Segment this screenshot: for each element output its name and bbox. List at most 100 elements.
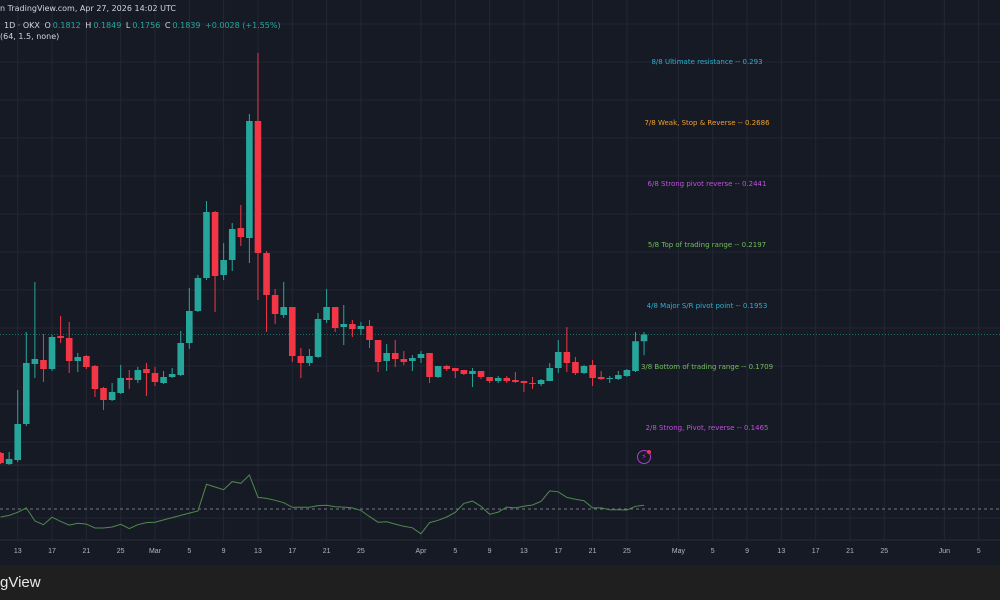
candle-body xyxy=(434,366,442,377)
candle-body xyxy=(443,366,451,369)
candle-body xyxy=(117,378,124,393)
indicator-line xyxy=(0,474,645,535)
candle-body xyxy=(632,341,639,371)
candle-body xyxy=(160,377,167,383)
tradingview-logo: gView xyxy=(0,574,41,591)
time-axis-tick: 21 xyxy=(846,548,854,555)
candle-body xyxy=(537,380,545,384)
time-axis-tick: Mar xyxy=(148,548,162,555)
candle-body xyxy=(640,334,648,342)
candle-body xyxy=(580,366,588,373)
candle-body xyxy=(469,371,476,374)
time-axis-tick: 13 xyxy=(13,548,22,555)
time-axis-tick: 5 xyxy=(976,548,981,555)
candle-body xyxy=(486,377,493,381)
candle-body xyxy=(623,370,631,376)
time-axis-tick: 25 xyxy=(622,548,631,555)
candle-body xyxy=(520,381,528,383)
candle-body xyxy=(280,307,287,315)
candle-body xyxy=(349,324,356,329)
murrey-level-label: 3/8 Bottom of trading range -- 0.1709 xyxy=(640,363,774,371)
candle-body xyxy=(186,311,193,343)
candle-body xyxy=(460,370,468,374)
candle-body xyxy=(409,358,416,361)
symbol-interval[interactable]: 1D · OKX xyxy=(4,21,40,30)
candle-body xyxy=(494,378,502,381)
time-axis-tick: 9 xyxy=(487,548,492,555)
candle-body xyxy=(177,343,185,375)
time-axis-tick: 13 xyxy=(254,548,262,555)
murrey-level-label: 6/8 Strong pivot reverse -- 0.2441 xyxy=(647,180,767,188)
time-axis[interactable] xyxy=(0,540,1000,565)
indicator-params[interactable]: (64, 1.5, none) xyxy=(0,32,60,41)
candle-body xyxy=(0,453,4,463)
candle-body xyxy=(168,374,176,377)
candle-body xyxy=(271,295,279,314)
candle-body xyxy=(572,362,579,373)
candle-body xyxy=(477,371,485,377)
notification-dot xyxy=(647,450,651,454)
candle-body xyxy=(23,363,30,424)
time-axis-tick: 13 xyxy=(520,548,528,555)
chart-canvas[interactable] xyxy=(0,0,1000,565)
candle-body xyxy=(589,365,596,378)
time-axis-tick: 21 xyxy=(588,548,597,555)
candle-body xyxy=(48,337,56,369)
candle-body xyxy=(331,307,339,328)
time-axis-tick: 5 xyxy=(453,548,458,555)
bottom-bar: gView xyxy=(0,565,1000,600)
high-value: 0.1849 xyxy=(93,21,122,30)
source-line: n TradingView.com, Apr 27, 2026 14:02 UT… xyxy=(0,4,176,13)
murrey-level-label: 2/8 Strong, Pivot, reverse -- 0.1465 xyxy=(645,424,769,432)
time-axis-tick: 17 xyxy=(288,548,297,555)
candle-body xyxy=(546,368,553,381)
time-axis-tick: 13 xyxy=(777,548,786,555)
time-axis-tick: 17 xyxy=(811,548,820,555)
candle-body xyxy=(151,373,159,382)
candle-body xyxy=(357,326,365,329)
open-value: 0.1812 xyxy=(52,21,81,30)
candle-body xyxy=(134,370,142,380)
time-axis-tick: 21 xyxy=(82,548,91,555)
candle-body xyxy=(366,326,373,340)
time-axis-tick: 17 xyxy=(48,548,56,555)
candle-body xyxy=(125,378,133,380)
time-axis-tick: 25 xyxy=(357,548,365,555)
time-axis-tick: 25 xyxy=(880,548,889,555)
low-value: 0.1756 xyxy=(132,21,161,30)
candle-body xyxy=(254,121,262,253)
candle-body xyxy=(615,375,622,379)
candle-body xyxy=(391,353,399,359)
candle-body xyxy=(306,356,313,363)
grid xyxy=(0,0,1000,540)
lightning-bolt-icon[interactable]: ⚡ xyxy=(637,450,651,464)
candle-body xyxy=(383,353,390,361)
time-axis-tick: 17 xyxy=(554,548,563,555)
candle-body xyxy=(323,307,330,320)
candle-body xyxy=(374,340,382,362)
candle-body xyxy=(503,378,511,381)
candle-body xyxy=(400,359,408,362)
time-axis-tick: 21 xyxy=(322,548,331,555)
candle-body xyxy=(211,212,219,276)
candle-body xyxy=(563,352,571,363)
candle-body xyxy=(91,366,99,389)
candle-body xyxy=(14,424,22,460)
candles xyxy=(0,53,648,465)
change-value: +0.0028 (+1.55%) xyxy=(205,21,281,30)
candle-body xyxy=(237,228,245,237)
candle-body xyxy=(597,377,605,379)
candle-body xyxy=(529,383,536,384)
murrey-level-label: 8/8 Ultimate resistance -- 0.293 xyxy=(651,57,763,66)
candle-body xyxy=(31,359,39,364)
candle-body xyxy=(143,369,150,373)
candle-body xyxy=(203,212,210,278)
candle-body xyxy=(263,253,270,295)
time-axis-tick: 5 xyxy=(710,548,715,555)
candle-body xyxy=(5,459,13,464)
candle-body xyxy=(40,360,47,369)
candle-body xyxy=(452,368,459,371)
candle-body xyxy=(194,278,202,311)
candle-body xyxy=(74,357,82,361)
candle-body xyxy=(512,380,519,382)
